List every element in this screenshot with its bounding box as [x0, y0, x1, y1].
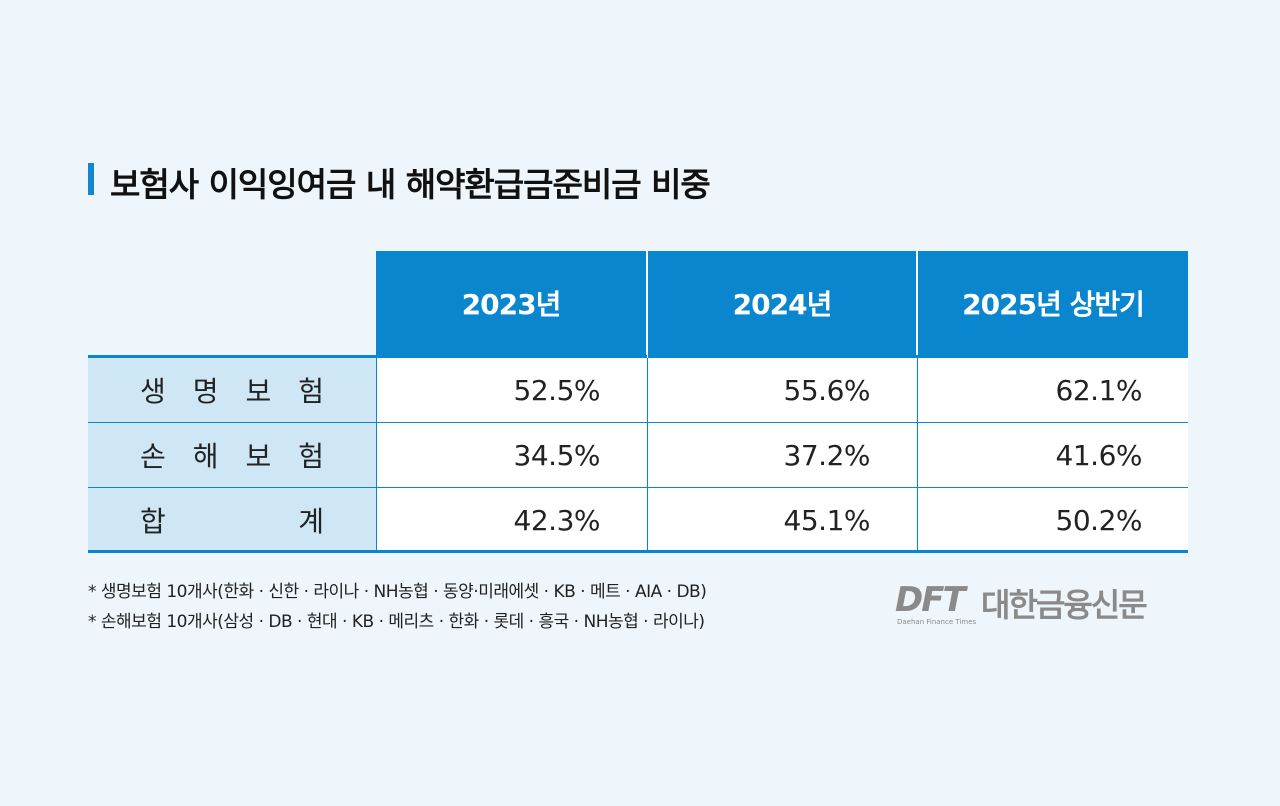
- row-label-char: 합: [140, 505, 166, 538]
- row-label-char: 보: [245, 440, 272, 473]
- header-rule: [88, 355, 1188, 358]
- column-divider-header: [917, 251, 918, 355]
- footnote-nonlife: * 손해보험 10개사(삼성 · DB · 현대 · KB · 메리츠 · 한화…: [88, 612, 705, 632]
- footnote-life: * 생명보험 10개사(한화 · 신한 · 라이나 · NH농협 · 동양·미래…: [88, 582, 707, 602]
- table-cell: 62.1%: [918, 358, 1188, 422]
- row-label-char: 생: [140, 375, 166, 408]
- column-header-2025h1: 2025년 상반기: [918, 251, 1188, 355]
- row-label-total: 합 계: [88, 488, 376, 552]
- table-bottom-rule: [88, 550, 1188, 553]
- table-cell: 41.6%: [918, 423, 1188, 487]
- table-cell: 42.3%: [377, 488, 646, 552]
- table-row: 생 명 보 험 52.5% 55.6% 62.1%: [88, 358, 1188, 422]
- data-table: 2023년 2024년 2025년 상반기 생 명 보 험 52.5% 55.6…: [88, 251, 1188, 553]
- row-divider: [88, 487, 1188, 488]
- table-cell: 37.2%: [648, 423, 916, 487]
- publisher-logo: DFT 대한금융신문 Daehan Finance Times: [895, 580, 1190, 628]
- column-divider: [376, 251, 377, 550]
- row-label-nonlife-insurance: 손 해 보 험: [88, 423, 376, 487]
- row-label-char: 험: [298, 440, 324, 473]
- table-row: 합 계 42.3% 45.1% 50.2%: [88, 488, 1188, 552]
- column-header-2023: 2023년: [376, 251, 646, 355]
- logo-name: 대한금융신문: [981, 586, 1148, 624]
- chart-title: 보험사 이익잉여금 내 해약환급금준비금 비중: [110, 165, 711, 204]
- row-label-char: 명: [192, 375, 219, 408]
- row-label-life-insurance: 생 명 보 험: [88, 358, 376, 422]
- title-accent-bar: [88, 163, 94, 195]
- row-label-char: 계: [298, 505, 324, 538]
- row-divider: [88, 422, 1188, 423]
- logo-subtitle: Daehan Finance Times: [897, 618, 977, 626]
- column-header-2024: 2024년: [648, 251, 916, 355]
- row-label-char: 해: [192, 440, 219, 473]
- column-divider: [917, 358, 918, 550]
- table-row: 손 해 보 험 34.5% 37.2% 41.6%: [88, 423, 1188, 487]
- table-cell: 34.5%: [377, 423, 646, 487]
- table-cell: 55.6%: [648, 358, 916, 422]
- row-label-char: 보: [245, 375, 272, 408]
- row-label-char: 험: [298, 375, 324, 408]
- table-cell: 50.2%: [918, 488, 1188, 552]
- logo-mark: DFT: [895, 580, 966, 620]
- table-cell: 45.1%: [648, 488, 916, 552]
- row-label-char: 손: [140, 440, 166, 473]
- column-divider: [647, 358, 648, 550]
- table-cell: 52.5%: [377, 358, 646, 422]
- header-row: 2023년 2024년 2025년 상반기: [88, 251, 1188, 355]
